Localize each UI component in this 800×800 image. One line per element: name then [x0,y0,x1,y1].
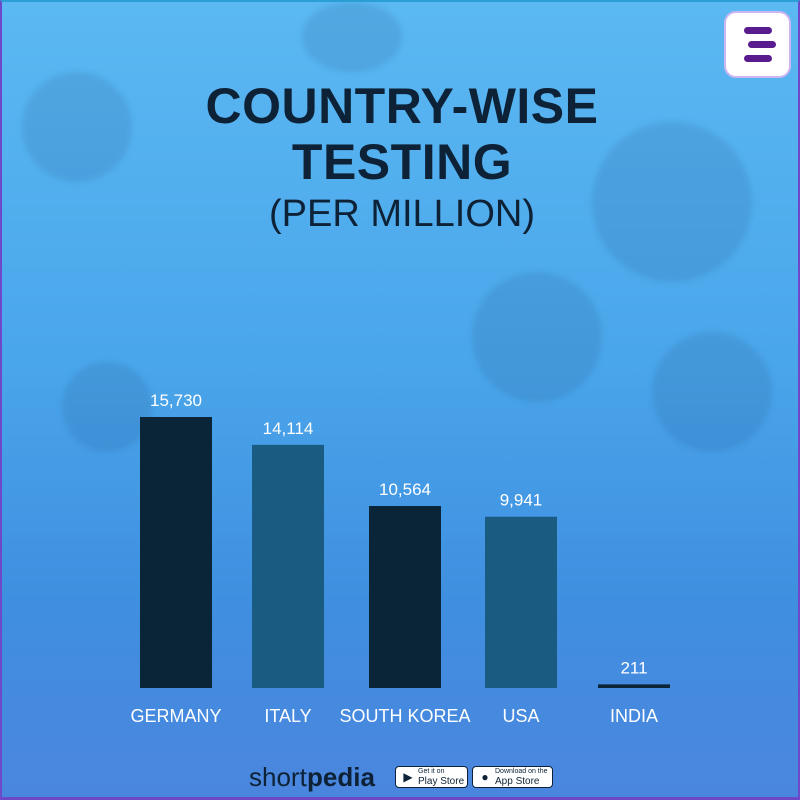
play-store-label: Play Store [418,776,465,787]
bar-germany [140,417,212,688]
brand-name-short: short [249,762,307,792]
background-cell-blob [472,272,602,402]
bar-south-korea [369,506,441,688]
chart-subtitle: (PER MILLION) [268,193,536,235]
background-cell-blob [652,332,772,452]
play-store-button[interactable]: ▶ Get it on Play Store [395,766,468,788]
chart-title: COUNTRY-WISE TESTING [2,78,798,190]
title-line-2: TESTING [291,134,513,190]
app-store-label: App Store [495,776,540,787]
background-cell-blob [592,122,752,282]
shortpedia-logo-icon[interactable] [726,13,789,76]
value-label: 14,114 [263,419,314,438]
brand-name-pedia: pedia [307,762,375,792]
logo-bar-top [744,27,772,34]
category-label: ITALY [264,706,311,726]
value-label: 211 [620,658,647,677]
play-store-small-text: Get it on [418,768,445,775]
value-label: 10,564 [379,480,431,499]
background-cell-blob [22,72,132,182]
background-cell-blob [62,362,152,452]
value-label: 15,730 [150,391,202,410]
value-label: 9,941 [500,491,543,510]
bar-italy [252,444,324,688]
app-store-small-text: Download on the [495,768,548,775]
footer-brand-bar: short pedia ▶ Get it on Play Store ● Dow… [2,760,798,794]
category-label: INDIA [610,706,658,726]
bar-usa [485,516,557,688]
bar-india [598,684,670,688]
logo-bar-middle [748,41,776,48]
apple-icon: ● [481,770,489,784]
category-label: SOUTH KOREA [339,706,470,726]
background-cell-blob [302,2,402,72]
app-store-button[interactable]: ● Download on the App Store [472,766,553,788]
category-label: GERMANY [130,706,221,726]
category-label: USA [502,706,539,726]
logo-bar-bottom [744,55,772,62]
play-triangle-icon: ▶ [403,770,413,784]
title-line-1: COUNTRY-WISE [205,78,599,134]
